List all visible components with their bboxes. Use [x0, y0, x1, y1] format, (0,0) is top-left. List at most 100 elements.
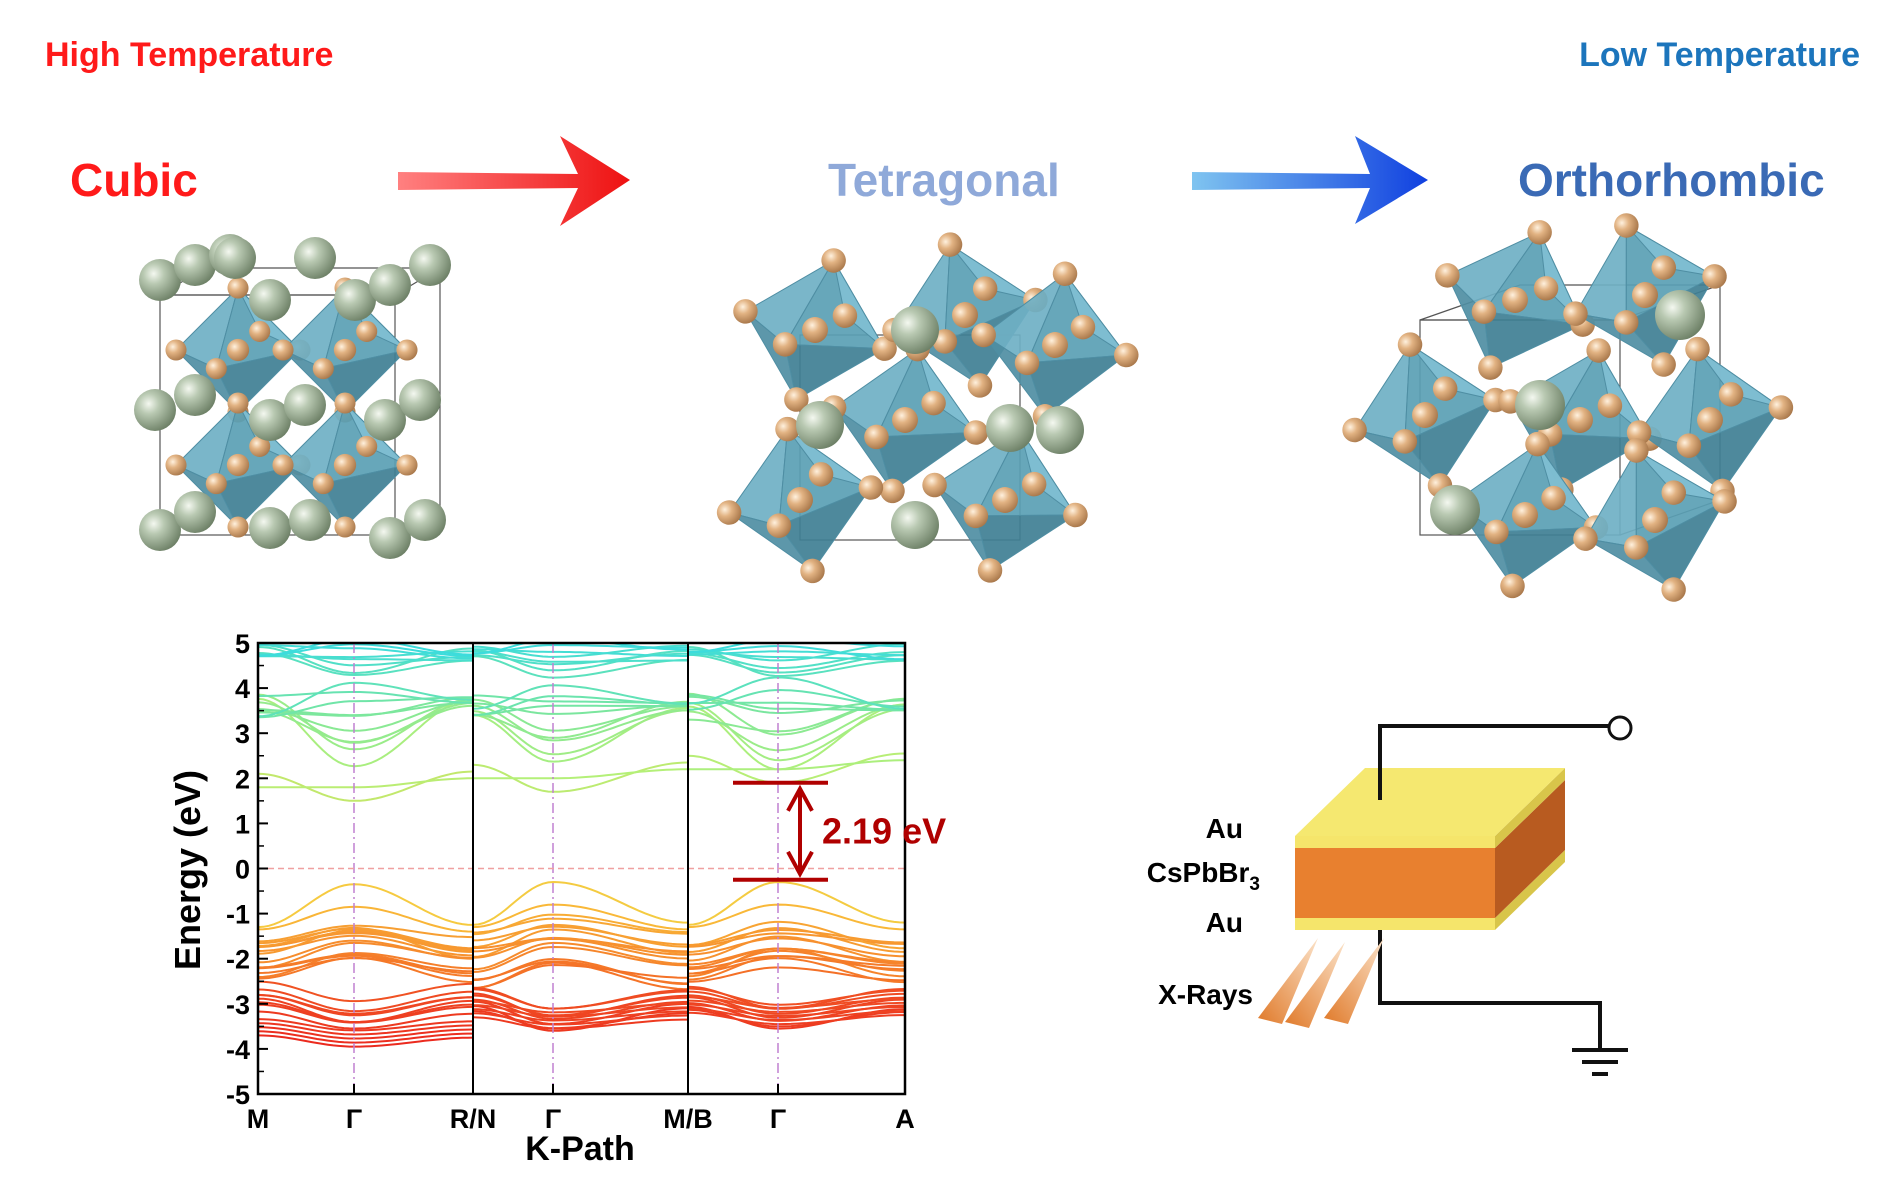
- br-atom: [937, 232, 963, 257]
- band-line: [258, 644, 473, 660]
- band-line: [258, 929, 473, 955]
- tetragonal-crystal-structure: [716, 232, 1139, 584]
- br-atom: [205, 473, 227, 495]
- octahedron-face: [322, 464, 409, 528]
- octahedron-face: [875, 431, 978, 492]
- br-atom: [800, 558, 825, 584]
- cs-atom: [174, 374, 216, 416]
- band-line: [258, 926, 473, 960]
- band-line: [473, 768, 688, 780]
- band-line: [473, 704, 688, 716]
- pbbr6-octahedron: [733, 248, 897, 412]
- bottom-wire: [1378, 930, 1602, 1050]
- pbbr6-octahedron: [1573, 438, 1737, 602]
- band-line: [473, 650, 688, 663]
- band-line: [688, 759, 905, 771]
- band-line: [258, 652, 473, 677]
- br-atom: [1527, 220, 1552, 245]
- band-line: [688, 937, 905, 958]
- br-atom: [1484, 519, 1509, 545]
- band-line: [688, 650, 905, 657]
- band-line: [258, 643, 473, 657]
- band-line: [473, 684, 688, 710]
- pb-atom: [226, 338, 250, 362]
- br-atom: [972, 276, 998, 301]
- br-atom: [334, 392, 356, 414]
- br-atom: [716, 500, 742, 525]
- br-atom: [1070, 314, 1096, 340]
- pb-atom: [992, 487, 1018, 513]
- band-line: [258, 980, 473, 1003]
- band-line: [688, 927, 905, 953]
- band-line: [258, 1018, 473, 1032]
- br-atom: [227, 392, 249, 414]
- br-atom: [1676, 433, 1702, 458]
- band-panel-2: [473, 643, 688, 1032]
- br-atom: [977, 558, 1003, 583]
- octahedron-face: [1539, 232, 1584, 325]
- band-line: [473, 960, 688, 985]
- ground-symbol: [1572, 1048, 1628, 1076]
- br-atom: [1435, 263, 1460, 288]
- cubic-crystal-structure: [134, 234, 451, 559]
- pbbr6-octahedron: [882, 232, 1048, 398]
- pb-atom: [787, 487, 813, 513]
- br-atom: [1541, 485, 1566, 511]
- cs-atom: [139, 509, 181, 551]
- band-line: [473, 988, 688, 1010]
- cs-atom: [134, 389, 176, 431]
- octahedron-face: [1064, 273, 1127, 356]
- band-line: [688, 646, 905, 678]
- band-line: [258, 941, 473, 969]
- pb-atom: [952, 302, 978, 328]
- br-atom: [733, 299, 758, 324]
- br-atom: [963, 420, 989, 445]
- pb-atom: [892, 407, 918, 433]
- br-atom: [1397, 332, 1423, 357]
- br-atom: [1432, 376, 1458, 401]
- br-atom: [334, 516, 356, 538]
- label-cspbbr3-subscript: 3: [1249, 874, 1260, 895]
- y-tick-label: -3: [226, 990, 250, 1020]
- octahedron-face: [833, 260, 885, 350]
- br-atom: [1392, 429, 1418, 454]
- label-bottom-au: Au: [1206, 907, 1243, 938]
- band-line: [258, 1034, 473, 1048]
- band-line: [473, 1000, 688, 1014]
- cs-atom: [369, 517, 411, 559]
- band-line: [688, 1008, 905, 1028]
- octahedron-face: [1625, 225, 1715, 277]
- x-tick-label: R/N: [450, 1104, 497, 1134]
- br-atom: [821, 248, 846, 273]
- br-atom: [922, 472, 947, 498]
- octahedron-face: [1404, 398, 1497, 487]
- pb-atom: [1512, 502, 1538, 528]
- bottom-au-layer: [1295, 850, 1565, 930]
- band-line: [258, 994, 473, 1017]
- band-line: [473, 936, 688, 959]
- band-line: [688, 903, 905, 931]
- high-temperature-label: High Temperature: [45, 36, 333, 74]
- octahedron-face: [1688, 406, 1783, 492]
- br-atom: [1525, 431, 1550, 457]
- band-line: [473, 880, 688, 926]
- br-atom: [784, 387, 809, 412]
- band-line: [688, 676, 905, 710]
- br-atom: [1626, 420, 1652, 445]
- br-atom: [165, 339, 187, 361]
- br-atom: [971, 322, 996, 348]
- phase-title-orthorhombic: Orthorhombic: [1518, 154, 1825, 206]
- xray-beam-1: [1258, 938, 1318, 1024]
- br-atom: [1614, 213, 1639, 238]
- octahedron-face: [1635, 450, 1725, 502]
- band-line: [688, 1007, 905, 1021]
- band-line: [473, 963, 688, 989]
- br-atom: [1651, 255, 1676, 280]
- cs-atom: [1036, 406, 1084, 454]
- band-panel-1: [258, 643, 473, 1048]
- br-atom: [1597, 393, 1623, 418]
- br-atom: [1624, 438, 1649, 463]
- y-tick-label: -2: [226, 945, 250, 975]
- br-atom: [1624, 535, 1649, 560]
